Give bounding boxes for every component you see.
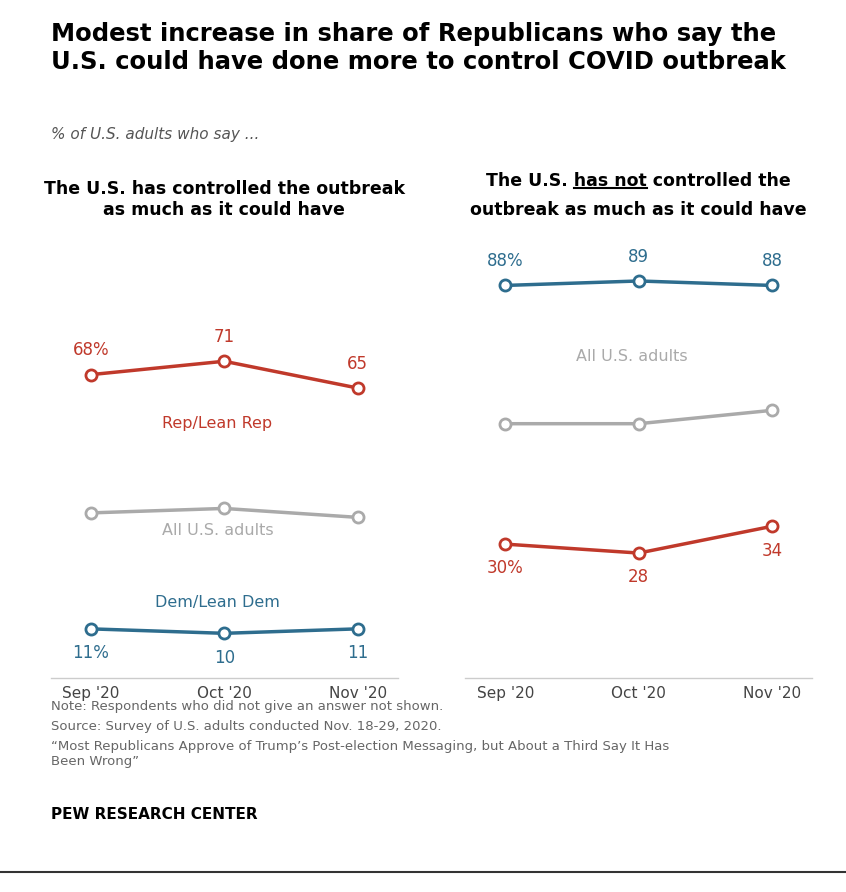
Text: 89: 89 bbox=[629, 248, 649, 266]
Text: 34: 34 bbox=[761, 541, 783, 559]
Text: 68%: 68% bbox=[73, 342, 109, 359]
Text: % of U.S. adults who say ...: % of U.S. adults who say ... bbox=[51, 127, 259, 142]
Text: Rep/Lean Rep: Rep/Lean Rep bbox=[162, 417, 272, 431]
Text: 65: 65 bbox=[347, 355, 368, 373]
Text: All U.S. adults: All U.S. adults bbox=[162, 524, 273, 538]
Text: The U.S. has not controlled the: The U.S. has not controlled the bbox=[486, 172, 791, 190]
Text: 71: 71 bbox=[214, 328, 234, 346]
Text: 88%: 88% bbox=[487, 252, 524, 270]
Text: PEW RESEARCH CENTER: PEW RESEARCH CENTER bbox=[51, 807, 257, 822]
Text: Dem/Lean Dem: Dem/Lean Dem bbox=[155, 595, 280, 609]
Text: 10: 10 bbox=[214, 648, 234, 666]
Text: 11%: 11% bbox=[73, 644, 109, 662]
Text: Source: Survey of U.S. adults conducted Nov. 18-29, 2020.: Source: Survey of U.S. adults conducted … bbox=[51, 720, 442, 733]
Text: 28: 28 bbox=[629, 568, 649, 586]
Text: All U.S. adults: All U.S. adults bbox=[576, 350, 688, 364]
Text: “Most Republicans Approve of Trump’s Post-election Messaging, but About a Third : “Most Republicans Approve of Trump’s Pos… bbox=[51, 740, 669, 768]
Text: Modest increase in share of Republicans who say the
U.S. could have done more to: Modest increase in share of Republicans … bbox=[51, 22, 786, 74]
Text: 88: 88 bbox=[761, 252, 783, 270]
Text: The U.S. has controlled the outbreak
as much as it could have: The U.S. has controlled the outbreak as … bbox=[44, 180, 404, 219]
Text: 11: 11 bbox=[347, 644, 368, 662]
Text: Note: Respondents who did not give an answer not shown.: Note: Respondents who did not give an an… bbox=[51, 700, 443, 714]
Text: 30%: 30% bbox=[487, 559, 524, 577]
Text: outbreak as much as it could have: outbreak as much as it could have bbox=[470, 201, 807, 219]
